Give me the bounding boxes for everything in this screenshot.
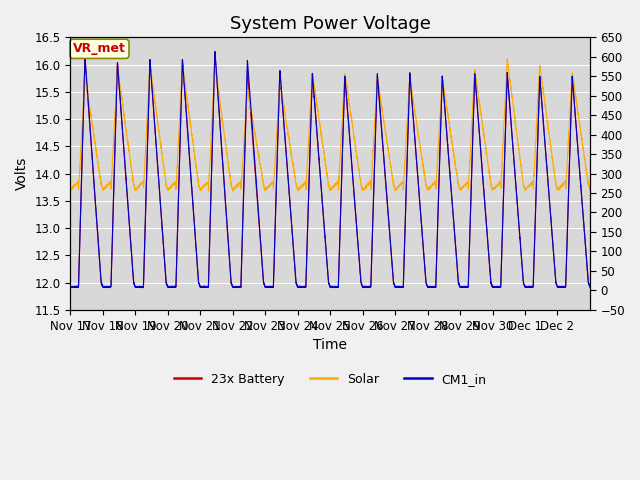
Legend: 23x Battery, Solar, CM1_in: 23x Battery, Solar, CM1_in: [169, 368, 492, 391]
X-axis label: Time: Time: [313, 338, 347, 352]
Y-axis label: Volts: Volts: [15, 157, 29, 190]
Title: System Power Voltage: System Power Voltage: [230, 15, 431, 33]
Text: VR_met: VR_met: [73, 42, 126, 55]
